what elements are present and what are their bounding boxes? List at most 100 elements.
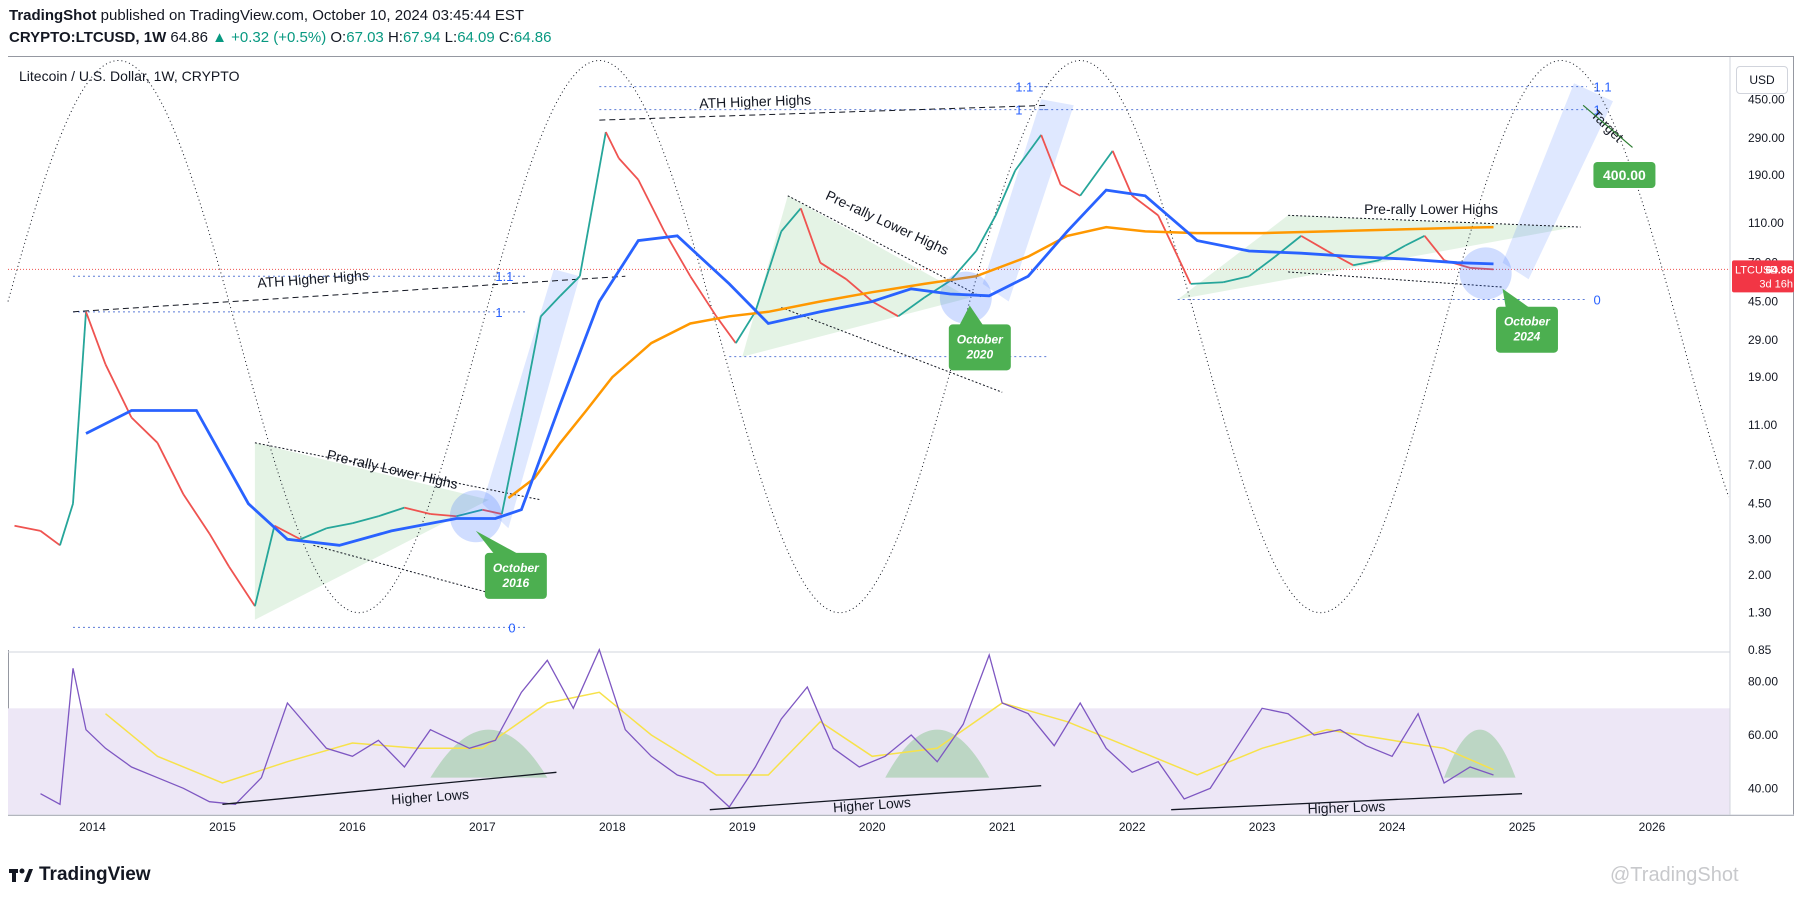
symbol-label[interactable]: CRYPTO:LTCUSD, 1W (9, 29, 167, 46)
publish-info: published on TradingView.com, October 10… (100, 7, 525, 24)
price-segment (819, 261, 847, 280)
price-tick-label: 11.00 (1748, 418, 1777, 432)
lower-highs-line-2024 (1288, 214, 1581, 228)
rsi-tick-label: 80.00 (1748, 675, 1778, 689)
price-segment (845, 278, 873, 303)
price-segment (1470, 266, 1494, 271)
price-segment (1190, 281, 1224, 285)
price-segment (14, 524, 41, 532)
close-value: 64.86 (513, 29, 552, 46)
fib-label-1: 1 (1594, 103, 1601, 118)
price-segment (637, 179, 666, 232)
price-segment (1423, 235, 1445, 261)
time-tick-label: 2021 (989, 820, 1016, 834)
ath-line-2017 (72, 275, 626, 313)
price-segment (39, 530, 61, 547)
callout-october-2024-line2: 2024 (1513, 330, 1541, 344)
price-segment (1300, 235, 1328, 252)
currency-button[interactable]: USD (1736, 66, 1788, 94)
price-tick-label: 29.00 (1748, 333, 1778, 347)
price-segment (182, 493, 211, 535)
time-tick-label: 2017 (469, 820, 496, 834)
rally-channel-2021 (982, 99, 1074, 302)
price-segment (104, 363, 133, 418)
callout-october-2020-line2: 2020 (965, 347, 993, 361)
cross-highlight-circle (1459, 247, 1512, 300)
price-segment (578, 131, 607, 277)
rsi-hump (885, 729, 990, 778)
price-segment (456, 508, 483, 518)
price-segment (689, 275, 718, 317)
callout-october-2024-line1: October (1504, 315, 1551, 329)
fib-label-1-1: 1.1 (1594, 80, 1612, 95)
price-segment (1040, 134, 1062, 186)
price-tick-label: 19.00 (1748, 370, 1778, 384)
time-tick-label: 2015 (209, 820, 236, 834)
price-tick-label: 4.50 (1748, 497, 1772, 511)
last-price-symbol: LTCUSD (1735, 264, 1778, 276)
last-price: 64.86 (170, 29, 208, 46)
ma-blue-line (85, 188, 1494, 547)
price-segment (923, 279, 951, 299)
low-label: L: (444, 29, 458, 46)
target-arrow (1582, 104, 1633, 148)
price-pane (8, 57, 1730, 650)
close-label: C: (498, 29, 514, 46)
price-tick-label: 450.00 (1748, 92, 1785, 106)
ath-higher-highs-label: ATH Higher Highs (257, 267, 370, 291)
price-tick-label: 290.00 (1748, 131, 1785, 145)
time-tick-label: 2024 (1379, 820, 1406, 834)
time-tick-label: 2025 (1509, 820, 1536, 834)
author-watermark: @TradingShot (1610, 864, 1739, 886)
price-segment (799, 208, 822, 263)
open-value: 67.03 (346, 29, 384, 46)
price-segment (208, 533, 230, 567)
time-tick-label: 2019 (729, 820, 756, 834)
rsi-higher-lows-line (222, 771, 557, 805)
price-segment (618, 157, 639, 181)
rsi-higher-lows-label: Higher Lows (391, 786, 470, 807)
price-segment (520, 316, 542, 418)
price-segment (326, 522, 353, 530)
price-tick-label: 7.00 (1748, 458, 1772, 472)
time-tick-label: 2016 (339, 820, 366, 834)
callout-october-2024-box (1495, 306, 1558, 353)
chart-legend[interactable]: Litecoin / U.S. Dollar, 1W, CRYPTO (19, 68, 240, 84)
rsi-higher-lows-label: Higher Lows (1307, 798, 1385, 817)
price-segment (482, 508, 503, 515)
price-tick-label: 190.00 (1748, 168, 1785, 182)
cross-highlight-circle (449, 490, 502, 543)
time-tick-label: 2014 (79, 820, 106, 834)
price-tick-label: 45.00 (1748, 294, 1778, 308)
lower-highs-line-2020 (787, 195, 983, 299)
target-value-label: 400.00 (1603, 167, 1646, 183)
price-segment (404, 506, 431, 515)
fib-label-1: 1 (1015, 103, 1022, 118)
time-tick-label: 2022 (1119, 820, 1146, 834)
fib-label-1-1: 1.1 (495, 269, 513, 284)
tradingview-logo[interactable]: TradingView (9, 864, 151, 886)
price-segment (85, 311, 107, 365)
price-segment (500, 417, 523, 515)
high-value: 67.94 (402, 29, 441, 46)
up-triangle-icon: ▲ (212, 29, 227, 46)
callout-october-2016-line2: 2016 (502, 576, 530, 590)
price-segment (1326, 250, 1354, 267)
tv-logo-icon (9, 867, 33, 883)
time-tick-label: 2020 (859, 820, 886, 834)
target-badge (1593, 161, 1656, 188)
price-tick-label: 2.00 (1748, 568, 1772, 582)
cross-highlight-circle (939, 271, 992, 324)
price-segment (156, 442, 185, 495)
price-tick-label: 0.85 (1748, 643, 1772, 657)
price-segment (1131, 195, 1159, 217)
price-tick-label: 1.30 (1748, 606, 1772, 620)
price-segment (130, 416, 159, 444)
rsi-line (40, 647, 1494, 809)
price-segment (1014, 134, 1042, 172)
ath-line-2021 (599, 104, 1048, 121)
ohlc-line: CRYPTO:LTCUSD, 1W 64.86 ▲ +0.32 (+0.5%) … (9, 29, 551, 46)
fib-label-1-1: 1.1 (1015, 80, 1033, 95)
author[interactable]: TradingShot (9, 7, 97, 24)
